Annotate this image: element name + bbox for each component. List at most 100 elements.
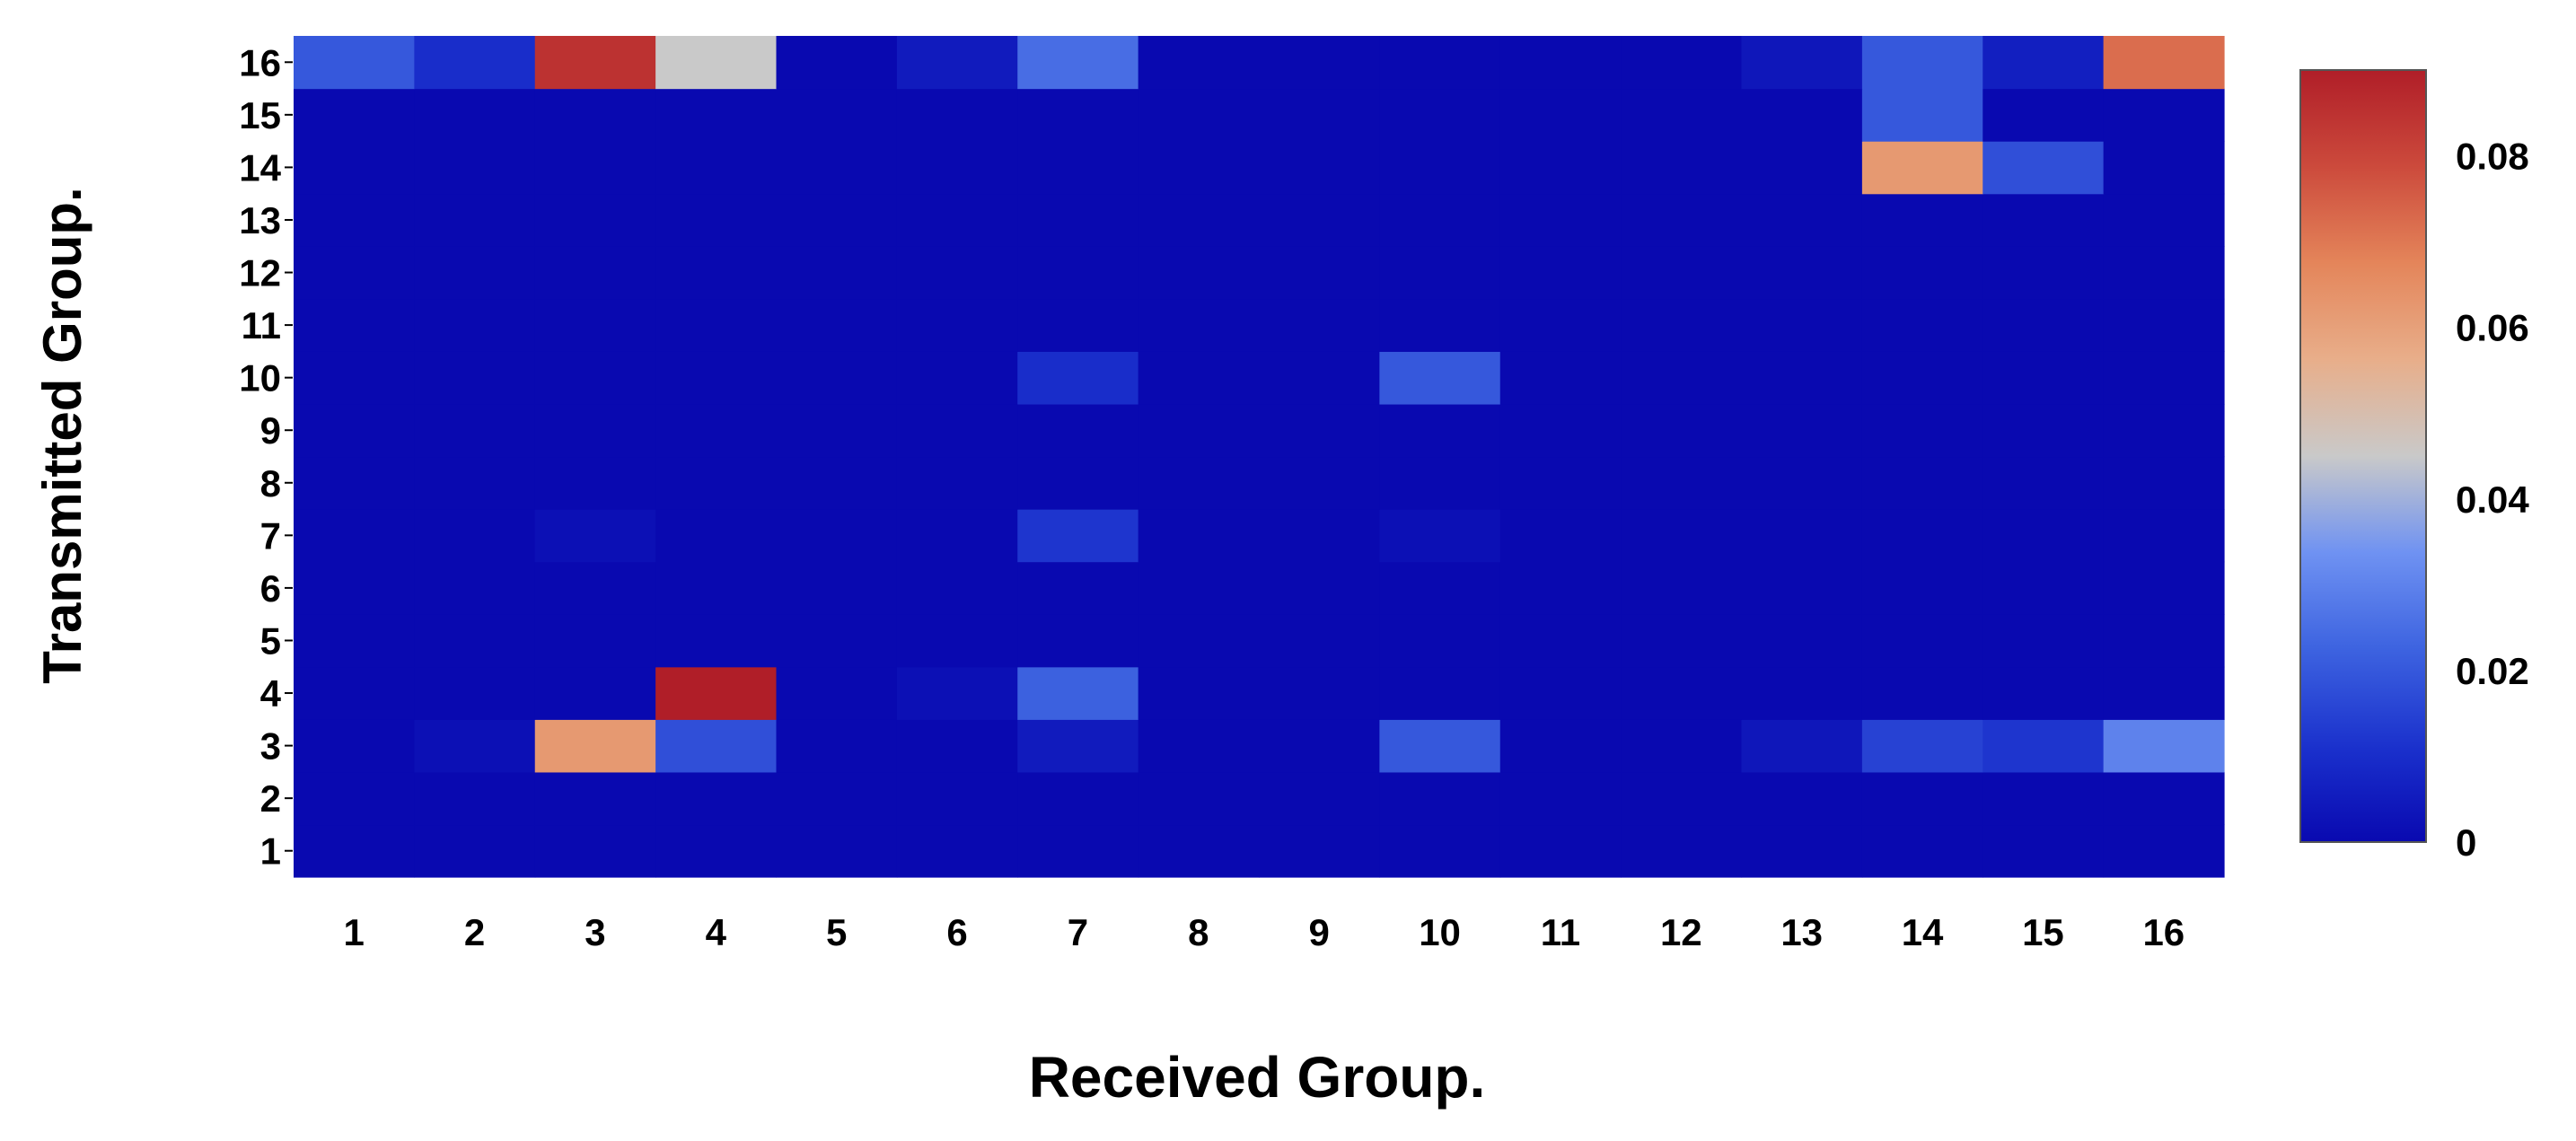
- heatmap-cell: [1861, 351, 1983, 405]
- x-tick-label: 9: [1309, 911, 1330, 953]
- heatmap-cell: [896, 771, 1018, 826]
- heatmap-cell: [414, 614, 536, 668]
- heatmap-cell: [655, 193, 778, 247]
- heatmap-cell: [534, 509, 656, 563]
- heatmap-cell: [776, 666, 898, 720]
- heatmap-cell: [1259, 351, 1380, 405]
- heatmap-cell: [896, 246, 1018, 300]
- heatmap-cell: [1379, 561, 1501, 615]
- heatmap-cell: [1379, 36, 1501, 90]
- heatmap-cell: [1983, 614, 2105, 668]
- heatmap-cell: [1017, 351, 1139, 405]
- heatmap-cell: [1621, 614, 1743, 668]
- heatmap-cell: [655, 719, 778, 773]
- heatmap-cell: [1017, 36, 1139, 90]
- heatmap-cell: [1379, 298, 1501, 352]
- heatmap-cell: [1138, 614, 1260, 668]
- heatmap-cell: [1741, 351, 1863, 405]
- heatmap-cell: [1138, 666, 1260, 720]
- heatmap-cell: [1861, 561, 1983, 615]
- heatmap-cell: [294, 298, 415, 352]
- heatmap-cell: [294, 88, 415, 142]
- heatmap-cell: [1138, 193, 1260, 247]
- heatmap-cell: [414, 719, 536, 773]
- heatmap-cell: [1861, 246, 1983, 300]
- heatmap-cell: [294, 403, 415, 458]
- heatmap-cell: [1741, 771, 1863, 826]
- heatmap-cell: [896, 403, 1018, 458]
- heatmap-cell: [776, 771, 898, 826]
- heatmap-cell: [896, 351, 1018, 405]
- heatmap-cell: [655, 614, 778, 668]
- heatmap-cell: [1499, 771, 1622, 826]
- heatmap-cell: [1138, 456, 1260, 510]
- heatmap-cell: [1861, 193, 1983, 247]
- heatmap-cell: [776, 193, 898, 247]
- heatmap-cell: [655, 36, 778, 90]
- heatmap-cell: [655, 88, 778, 142]
- heatmap-cell: [1017, 88, 1139, 142]
- heatmap-cell: [1017, 193, 1139, 247]
- heatmap-cell: [1017, 456, 1139, 510]
- heatmap-cell: [2103, 456, 2225, 510]
- heatmap-cell: [294, 456, 415, 510]
- heatmap-cell: [534, 614, 656, 668]
- heatmap-cell: [1499, 561, 1622, 615]
- heatmap-cell: [1379, 193, 1501, 247]
- heatmap-cell: [1621, 403, 1743, 458]
- heatmap-cell: [1861, 824, 1983, 878]
- heatmap-cell: [294, 824, 415, 878]
- heatmap-cell: [1983, 403, 2105, 458]
- heatmap-cell: [1379, 719, 1501, 773]
- heatmap-cell: [1741, 561, 1863, 615]
- heatmap-cell: [1741, 456, 1863, 510]
- heatmap-cell: [1017, 614, 1139, 668]
- heatmap-cell: [1499, 614, 1622, 668]
- heatmap-cell: [896, 614, 1018, 668]
- colorbar-ticks: 0 0.02 0.04 0.06 0.08: [2456, 136, 2529, 864]
- heatmap-cell: [2103, 509, 2225, 563]
- heatmap-cell: [776, 298, 898, 352]
- heatmap-cell: [1259, 456, 1380, 510]
- y-tick-label: 13: [239, 199, 281, 241]
- heatmap-cell: [1983, 141, 2105, 195]
- heatmap-cell: [1259, 509, 1380, 563]
- heatmap-cell: [1983, 666, 2105, 720]
- heatmap-cell: [776, 246, 898, 300]
- y-tick-label: 7: [260, 514, 281, 557]
- heatmap-cell: [2103, 719, 2225, 773]
- heatmap-cell: [1499, 36, 1622, 90]
- y-tick-label: 6: [260, 567, 281, 610]
- heatmap-cell: [1861, 509, 1983, 563]
- heatmap-cell: [414, 456, 536, 510]
- heatmap-cell: [534, 666, 656, 720]
- heatmap-cell: [1259, 193, 1380, 247]
- heatmap-cell: [1861, 666, 1983, 720]
- heatmap-cell: [1138, 403, 1260, 458]
- heatmap-cell: [1138, 771, 1260, 826]
- heatmap-cell: [1017, 246, 1139, 300]
- heatmap-cells: [294, 36, 2225, 878]
- heatmap-cell: [655, 509, 778, 563]
- heatmap-cell: [1259, 403, 1380, 458]
- heatmap-cell: [1741, 36, 1863, 90]
- heatmap-cell: [534, 403, 656, 458]
- colorbar-tick-label: 0.08: [2456, 136, 2529, 178]
- heatmap-cell: [294, 509, 415, 563]
- heatmap-cell: [1138, 141, 1260, 195]
- heatmap-cell: [655, 246, 778, 300]
- heatmap-cell: [655, 351, 778, 405]
- heatmap-cell: [1983, 193, 2105, 247]
- x-tick-label: 14: [1902, 911, 1944, 953]
- heatmap-cell: [2103, 351, 2225, 405]
- heatmap-cell: [1499, 298, 1622, 352]
- heatmap-cell: [1379, 246, 1501, 300]
- x-tick-label: 11: [1541, 911, 1580, 953]
- heatmap-cell: [1259, 246, 1380, 300]
- heatmap-cell: [1017, 561, 1139, 615]
- heatmap-cell: [294, 561, 415, 615]
- heatmap-cell: [534, 456, 656, 510]
- colorbar-tick-label: 0.04: [2456, 478, 2529, 521]
- heatmap-cell: [1621, 509, 1743, 563]
- heatmap-cell: [1741, 666, 1863, 720]
